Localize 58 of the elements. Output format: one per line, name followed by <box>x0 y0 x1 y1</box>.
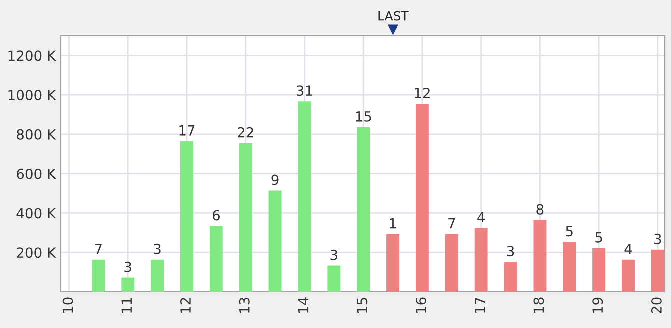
bar <box>592 248 606 292</box>
x-tick-label: 15 <box>357 298 368 314</box>
y-tick-label: 1200 K <box>8 50 56 62</box>
x-tick-label: 17 <box>475 298 486 314</box>
x-tick-label: 13 <box>239 298 250 314</box>
bar <box>563 242 576 292</box>
annotation: 17 <box>180 126 195 136</box>
bar <box>122 278 135 292</box>
annotation: 15 <box>356 112 372 122</box>
bar <box>534 220 547 292</box>
annotation: 4 <box>624 244 632 254</box>
bar <box>210 226 223 292</box>
bar <box>239 143 252 292</box>
annotation: 12 <box>415 88 430 98</box>
annotation: 31 <box>296 86 312 96</box>
annotation: 5 <box>566 226 573 237</box>
annotation: 22 <box>238 127 254 138</box>
bar <box>357 127 370 292</box>
bar <box>474 228 488 292</box>
annotation: 3 <box>507 246 514 257</box>
bar <box>268 190 282 292</box>
bar <box>504 262 518 292</box>
bar <box>445 234 458 292</box>
annotation: 4 <box>478 212 485 223</box>
annotation: 3 <box>654 234 662 244</box>
bar <box>386 234 400 292</box>
annotation: 3 <box>124 262 132 272</box>
bar <box>151 260 164 292</box>
annotation: 3 <box>330 250 338 260</box>
annotation: 1 <box>390 218 396 229</box>
x-tick-label: 10 <box>62 298 74 314</box>
x-tick-label: 20 <box>651 298 662 314</box>
annotation: 3 <box>154 244 161 254</box>
bar <box>92 260 106 292</box>
text: LAST <box>378 11 409 21</box>
x-tick-label: 12 <box>180 298 191 314</box>
bar <box>651 250 664 292</box>
x-tick-label: 16 <box>416 298 426 314</box>
x-tick-label: 11 <box>122 298 132 314</box>
annotation: 7 <box>448 218 456 229</box>
bar <box>328 266 341 292</box>
annotation: 6 <box>212 210 220 221</box>
x-tick-label: 14 <box>298 298 309 314</box>
y-tick-label: 200 K <box>17 248 56 258</box>
x-tick-label: 19 <box>592 298 604 314</box>
y-tick-label: 600 K <box>17 168 56 180</box>
annotation: 5 <box>596 232 602 243</box>
y-tick-label: 800 K <box>17 129 56 140</box>
bar <box>622 260 635 292</box>
x-tick-label: 18 <box>534 298 544 314</box>
bar <box>298 102 312 292</box>
bar <box>416 104 429 292</box>
annotation: 7 <box>95 244 102 254</box>
annotation: 8 <box>536 204 544 215</box>
annotation: 9 <box>272 174 279 186</box>
y-tick-label: 400 K <box>16 208 56 219</box>
y-tick-label: 1000 K <box>8 90 56 101</box>
bar <box>180 141 194 292</box>
